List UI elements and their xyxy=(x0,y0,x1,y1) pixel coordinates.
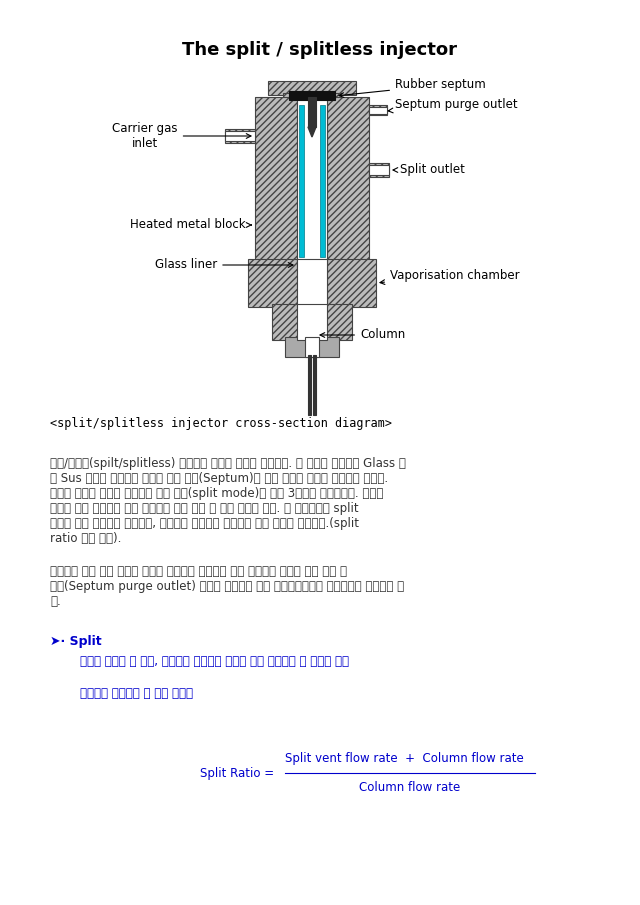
Bar xyxy=(285,337,339,357)
Bar xyxy=(268,81,356,95)
Bar xyxy=(248,259,297,307)
Bar xyxy=(327,97,369,265)
Text: 는 Sus 재질의 라이너가 있는데 이는 셉텀(Septum)을 통해 주입된 시료가 주입되는 곳이다.: 는 Sus 재질의 라이너가 있는데 이는 셉텀(Septum)을 통해 주입된… xyxy=(50,472,388,485)
Text: Split vent flow rate  +  Column flow rate: Split vent flow rate + Column flow rate xyxy=(285,752,524,765)
Bar xyxy=(299,105,304,257)
Text: 이동상 가스 혼합물과 함께 기화되어 용매 증기 및 용질 증기로 된다. 이 혼합기체는 split: 이동상 가스 혼합물과 함께 기화되어 용매 증기 및 용질 증기로 된다. 이… xyxy=(50,502,358,515)
Text: The split / splitless injector: The split / splitless injector xyxy=(182,41,458,59)
Text: Septum purge outlet: Septum purge outlet xyxy=(388,99,518,113)
Text: Carrier gas
inlet: Carrier gas inlet xyxy=(112,122,251,150)
Text: Heated metal block: Heated metal block xyxy=(130,218,252,232)
Polygon shape xyxy=(308,127,316,137)
Bar xyxy=(369,165,389,175)
Text: Column: Column xyxy=(320,329,405,341)
Bar xyxy=(255,97,297,265)
Bar xyxy=(297,97,327,265)
Bar xyxy=(225,131,255,141)
Bar xyxy=(272,304,352,340)
Bar xyxy=(283,93,341,105)
Bar xyxy=(369,163,389,177)
Bar xyxy=(313,355,316,415)
Text: ➤· Split: ➤· Split xyxy=(50,635,102,648)
Bar xyxy=(308,97,316,127)
Bar xyxy=(327,259,376,307)
Bar xyxy=(225,129,255,143)
Text: ratio 항목 참조).: ratio 항목 참조). xyxy=(50,532,122,545)
Bar xyxy=(369,107,387,114)
Bar xyxy=(297,259,327,307)
Text: 웃렛(Septum purge outlet) 단차가 대부분의 가스 크로마토그래피 시스템에는 적용되어 있: 웃렛(Septum purge outlet) 단차가 대부분의 가스 크로마토… xyxy=(50,580,404,593)
Bar xyxy=(308,355,311,415)
Text: Vaporisation chamber: Vaporisation chamber xyxy=(380,269,520,284)
Text: Split outlet: Split outlet xyxy=(393,164,465,176)
Text: 고온으로 인한 샘플 성분이 녹아서 컬럼으로 도입되는 것을 방지하기 위하여 샙플 퍼지 아: 고온으로 인한 샘플 성분이 녹아서 컬럼으로 도입되는 것을 방지하기 위하여… xyxy=(50,565,347,578)
Text: 이동상 가스가 내부로 도입되어 분할 모드(split mode)의 경우 3곳으로 빠져나간다. 시료는: 이동상 가스가 내부로 도입되어 분할 모드(split mode)의 경우 3… xyxy=(50,487,383,500)
Text: 분리도를 증가시킬 수 있는 주입법: 분리도를 증가시킬 수 있는 주입법 xyxy=(80,687,193,700)
Text: <split/splitless injector cross-section diagram>: <split/splitless injector cross-section … xyxy=(50,416,392,430)
Bar xyxy=(297,304,327,340)
Text: Split Ratio =: Split Ratio = xyxy=(200,767,274,779)
Text: 시료의 농도가 큰 경우, 컬럼으로 들어가는 시료의 양을 조절하여 각 성분의 피크: 시료의 농도가 큰 경우, 컬럼으로 들어가는 시료의 양을 조절하여 각 성분… xyxy=(80,655,349,668)
Text: Rubber septum: Rubber septum xyxy=(339,79,486,98)
Text: 설정에 따라 컬럼으로 도입되며, 대부분은 컬럼으로 도입되지 않고 밖으로 버려진다.(split: 설정에 따라 컬럼으로 도입되며, 대부분은 컬럼으로 도입되지 않고 밖으로 … xyxy=(50,517,359,530)
Bar xyxy=(289,91,335,100)
Text: Glass liner: Glass liner xyxy=(155,259,293,272)
Text: Column flow rate: Column flow rate xyxy=(360,781,461,794)
Bar xyxy=(369,105,387,115)
Bar xyxy=(320,105,325,257)
Text: 다.: 다. xyxy=(50,595,61,608)
Text: 분할/비분할(spilt/splitless) 인젝터는 두가지 모드로 사용된다. 이 인젝터 내부에는 Glass 또: 분할/비분할(spilt/splitless) 인젝터는 두가지 모드로 사용된… xyxy=(50,457,406,470)
Bar xyxy=(305,337,319,357)
